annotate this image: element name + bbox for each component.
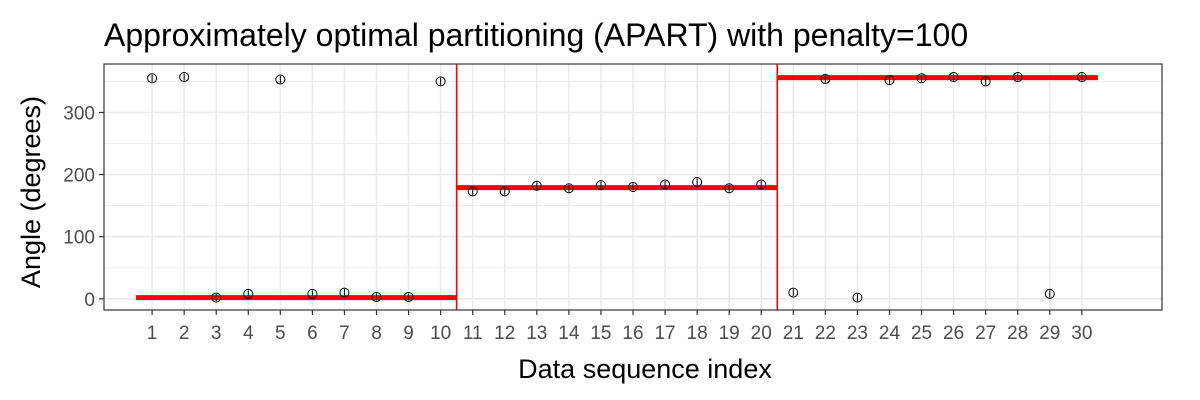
data-point (852, 292, 863, 303)
data-point (1012, 72, 1023, 83)
x-tick-label: 19 (719, 323, 740, 344)
data-point (1076, 72, 1087, 83)
x-tick-label: 12 (494, 323, 515, 344)
chart-title: Approximately optimal partitioning (APAR… (104, 17, 968, 53)
y-tick-label: 100 (63, 228, 95, 249)
x-tick-label: 27 (975, 323, 996, 344)
data-point (563, 183, 574, 194)
x-tick-label: 15 (590, 323, 611, 344)
x-tick-label: 23 (847, 323, 868, 344)
x-tick-label: 18 (687, 323, 708, 344)
data-point (275, 74, 286, 85)
data-point (1044, 288, 1055, 299)
data-point (660, 179, 671, 190)
data-point (179, 72, 190, 83)
data-point (403, 291, 414, 302)
y-tick-label: 200 (63, 166, 95, 187)
y-axis-title: Angle (degrees) (16, 96, 46, 288)
data-point (628, 182, 638, 192)
x-tick-label: 2 (179, 323, 190, 344)
data-point (980, 76, 991, 87)
x-tick-label: 10 (430, 323, 451, 344)
data-point (531, 180, 542, 191)
x-tick-label: 21 (783, 323, 804, 344)
x-tick-label: 30 (1071, 323, 1092, 344)
data-point (435, 76, 446, 87)
data-point (595, 180, 606, 191)
x-tick-label: 26 (943, 323, 964, 344)
x-tick-label: 25 (911, 323, 932, 344)
x-axis-title: Data sequence index (518, 354, 772, 384)
data-point (211, 292, 222, 303)
x-tick-label: 8 (371, 323, 382, 344)
data-point (948, 72, 959, 83)
data-point (371, 291, 382, 302)
x-tick-label: 16 (622, 323, 643, 344)
x-tick-label: 6 (307, 323, 318, 344)
data-point (756, 179, 767, 190)
data-point (788, 287, 799, 298)
x-tick-label: 22 (815, 323, 836, 344)
data-point (243, 288, 254, 299)
y-tick-label: 0 (84, 290, 95, 311)
x-tick-label: 17 (654, 323, 675, 344)
x-tick-label: 3 (211, 323, 222, 344)
data-point (147, 73, 158, 84)
x-tick-label: 29 (1039, 323, 1060, 344)
data-point (916, 73, 927, 84)
x-tick-label: 28 (1007, 323, 1028, 344)
data-point (692, 177, 703, 188)
data-point (307, 288, 318, 299)
x-tick-label: 1 (147, 323, 158, 344)
x-tick-label: 4 (243, 323, 254, 344)
x-tick-label: 9 (403, 323, 414, 344)
data-point (884, 75, 895, 86)
data-point (724, 183, 735, 194)
x-tick-label: 24 (879, 323, 901, 344)
x-tick-label: 11 (463, 323, 483, 344)
data-point (820, 73, 831, 84)
x-tick-label: 20 (751, 323, 772, 344)
x-tick-label: 7 (339, 323, 350, 344)
x-tick-label: 14 (558, 323, 580, 344)
data-point (339, 287, 350, 298)
data-point (499, 186, 510, 197)
y-tick-label: 300 (63, 103, 95, 124)
x-tick-label: 13 (526, 323, 547, 344)
data-point (467, 186, 478, 197)
x-tick-label: 5 (275, 323, 286, 344)
